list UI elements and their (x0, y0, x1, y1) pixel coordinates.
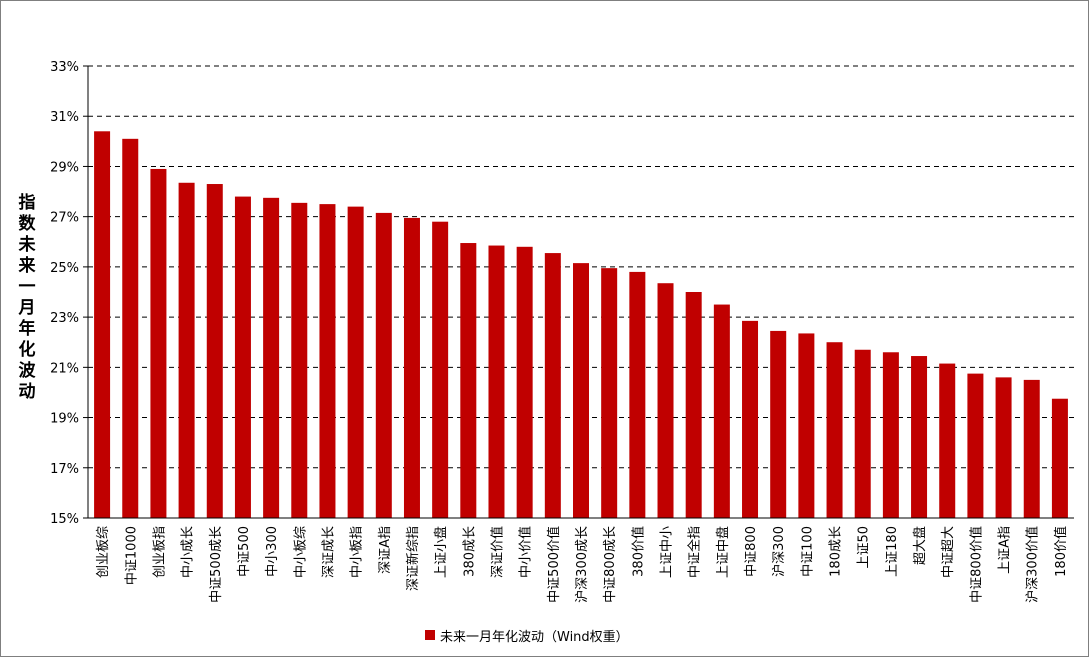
y-tick-labels: 15% 17% 19% 21% 23% 25% 27% 29% 31% 33% (50, 60, 88, 527)
x-tick-label: 沪深300 (771, 526, 787, 577)
x-tick-label: 中证500价值 (546, 526, 562, 603)
x-tick-label: 深证新综指 (405, 526, 421, 591)
bar (263, 197, 280, 519)
x-tick-label: 深证价值 (489, 526, 505, 578)
x-tick-label: 中证超大 (941, 526, 956, 578)
legend-swatch (425, 630, 435, 640)
x-tick-label: 180成长 (829, 526, 844, 577)
y-tick-label: 31% (50, 110, 79, 125)
x-tick-label: 中证800价值 (968, 526, 984, 603)
legend: 未来一月年化波动（Wind权重） (425, 625, 629, 645)
bar (94, 131, 111, 519)
x-tick-labels: 创业板综 中证1000 创业板指 中小成长 中证500成长 中证500 中小300 中小板综深… (96, 526, 1069, 603)
y-tick-label: 33% (50, 60, 79, 75)
bar (629, 271, 646, 518)
bar (573, 263, 589, 518)
y-tick-label: 17% (50, 462, 79, 477)
x-tick-label: 中证全指 (687, 526, 703, 578)
bar (911, 356, 928, 518)
bar (601, 268, 618, 518)
y-axis-label: 指数未来一月年化波动 (18, 193, 36, 402)
x-tick-label: 深证成长 (321, 526, 336, 578)
bar (291, 202, 308, 518)
bar (939, 363, 956, 518)
y-tick-label: 27% (50, 211, 79, 226)
x-tick-label: 上证A指 (998, 526, 1013, 574)
legend-label: 未来一月年化波动（Wind权重） (440, 629, 629, 645)
x-tick-label: 中证500成长 (209, 526, 224, 603)
bar (798, 333, 815, 518)
y-tick-label: 19% (50, 412, 79, 427)
bar (770, 330, 787, 518)
bar (685, 292, 702, 518)
bar (713, 304, 730, 518)
axes (87, 66, 1074, 519)
x-tick-label: 上证180 (885, 526, 900, 577)
bar (122, 138, 139, 519)
bar (1023, 379, 1040, 518)
x-tick-label: 中小成长 (181, 526, 196, 578)
bar (657, 283, 674, 518)
bar (206, 184, 223, 518)
bar (460, 243, 477, 519)
x-tick-label: 中小300 (265, 526, 280, 577)
x-tick-label: 创业板综 (96, 526, 111, 578)
bar (319, 204, 336, 518)
bar (403, 217, 420, 518)
bar (967, 373, 984, 518)
y-tick-label: 23% (50, 311, 79, 326)
x-tick-label: 沪深300成长 (574, 526, 590, 603)
x-tick-label: 中证1000 (124, 526, 139, 585)
x-tick-label: 180价值 (1053, 526, 1069, 577)
x-tick-label: 深证A指 (378, 526, 393, 574)
x-tick-label: 中小板指 (350, 526, 365, 578)
y-tick-label: 15% (50, 512, 79, 527)
bar (150, 168, 167, 518)
x-tick-label: 创业板指 (152, 526, 167, 578)
y-tick-label: 25% (50, 261, 79, 276)
bar (375, 212, 392, 518)
bar (178, 182, 195, 518)
bar (1051, 398, 1068, 518)
bar (347, 206, 364, 518)
x-tick-label: 中证500 (237, 526, 252, 577)
bar (544, 253, 561, 519)
x-tick-label: 上证中盘 (715, 526, 731, 578)
x-tick-label: 上证50 (857, 526, 872, 569)
gridlines (88, 65, 1074, 469)
bars (94, 131, 1068, 519)
bar (432, 221, 449, 518)
x-tick-label: 中小价值 (518, 526, 534, 578)
y-tick-label: 21% (50, 361, 79, 376)
x-tick-label: 380成长 (462, 526, 477, 577)
bar (854, 349, 871, 518)
bar (882, 352, 899, 518)
x-tick-label: 中证800成长 (603, 526, 618, 603)
bar (516, 246, 533, 519)
x-tick-label: 中证100 (800, 526, 815, 577)
bar (995, 377, 1012, 518)
y-tick-label: 29% (50, 160, 79, 175)
x-tick-label: 中小板综 (293, 526, 308, 578)
x-tick-label: 上证小盘 (433, 526, 449, 578)
x-tick-label: 上证中小 (660, 526, 675, 578)
x-tick-label: 超大盘 (912, 526, 928, 565)
bar (234, 196, 251, 519)
bar (488, 245, 505, 519)
x-tick-label: 中证800 (744, 526, 759, 577)
bar (742, 320, 759, 518)
bar (826, 342, 843, 518)
x-tick-label: 沪深300价值 (1025, 526, 1041, 603)
x-tick-label: 380价值 (630, 526, 646, 577)
